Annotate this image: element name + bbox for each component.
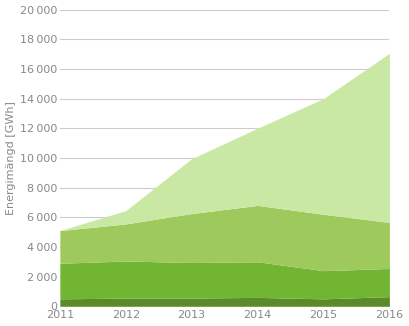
Y-axis label: Energimängd [GWh]: Energimängd [GWh] <box>6 101 16 215</box>
